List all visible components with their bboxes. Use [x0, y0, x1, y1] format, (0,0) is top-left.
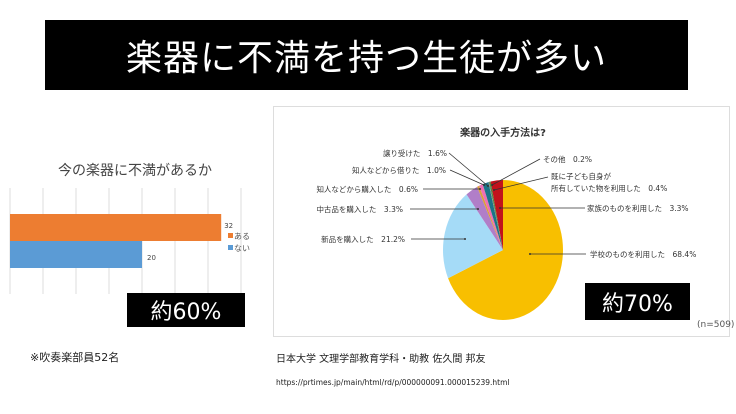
slice-label: その他 0.2%: [543, 154, 592, 164]
leader-dot: [529, 253, 531, 255]
leader-dot: [491, 184, 493, 186]
source-url: https://prtimes.jp/main/html/rd/p/000000…: [276, 378, 510, 387]
bar-chart-title: 今の楽器に不満があるか: [58, 163, 212, 179]
pie-slice: [490, 180, 503, 250]
slice-label: 学校のものを利用した 68.4%: [590, 249, 696, 259]
bar-callout: 約60%: [127, 293, 245, 327]
credit: 日本大学 文理学部教育学科・助教 佐久間 邦友: [276, 354, 486, 365]
pie-slice: [489, 181, 503, 250]
leader-dot: [487, 185, 489, 187]
pie-slice: [466, 186, 503, 250]
leader-dot: [483, 184, 485, 186]
pie-chart-panel: [273, 106, 730, 337]
leader-dot: [464, 238, 466, 240]
pie-slice: [477, 185, 503, 250]
pie-slice: [488, 181, 503, 250]
sample-size: (n=509): [697, 320, 735, 330]
legend-swatch: [228, 233, 233, 238]
slice-label: 新品を購入した 21.2%: [321, 234, 405, 244]
leader-dot: [479, 188, 481, 190]
pie-slice: [448, 180, 564, 321]
bar-value-label: 20: [147, 254, 156, 262]
leader-dot: [493, 189, 495, 191]
slice-label: 譲り受けた 1.6%: [383, 148, 447, 158]
leader-line: [491, 158, 541, 186]
slice-label: 所有していた物を利用した 0.4%: [551, 183, 667, 193]
slide-title: 楽器に不満を持つ生徒が多い: [45, 20, 688, 90]
bar-0: [10, 214, 222, 241]
leader-dot: [477, 208, 479, 210]
slice-label: 中古品を購入した 3.3%: [316, 204, 403, 214]
slice-label: 知人などから借りた 1.0%: [352, 165, 446, 175]
pie-callout: 約70%: [585, 283, 690, 320]
leader-line: [493, 176, 549, 191]
pie-title: 楽器の入手方法は?: [459, 126, 546, 139]
pie-slice: [443, 194, 503, 279]
pie-slice: [482, 182, 503, 250]
legend-label: ない: [234, 244, 250, 253]
legend-swatch: [228, 245, 233, 250]
leader-line: [449, 169, 485, 186]
legend-label: ある: [234, 232, 250, 241]
slice-label: 知人などから購入した 0.6%: [316, 184, 418, 194]
pie-slice: [479, 184, 503, 250]
slice-label: 既に子ども自身が: [551, 171, 611, 181]
bar-value-label: 32: [224, 222, 233, 230]
bar-1: [10, 241, 142, 268]
leader-dot: [499, 207, 501, 209]
leader-line: [448, 152, 489, 187]
slice-label: 家族のものを利用した 3.3%: [587, 203, 689, 213]
sample-note: ※吹奏楽部員52名: [30, 351, 120, 364]
